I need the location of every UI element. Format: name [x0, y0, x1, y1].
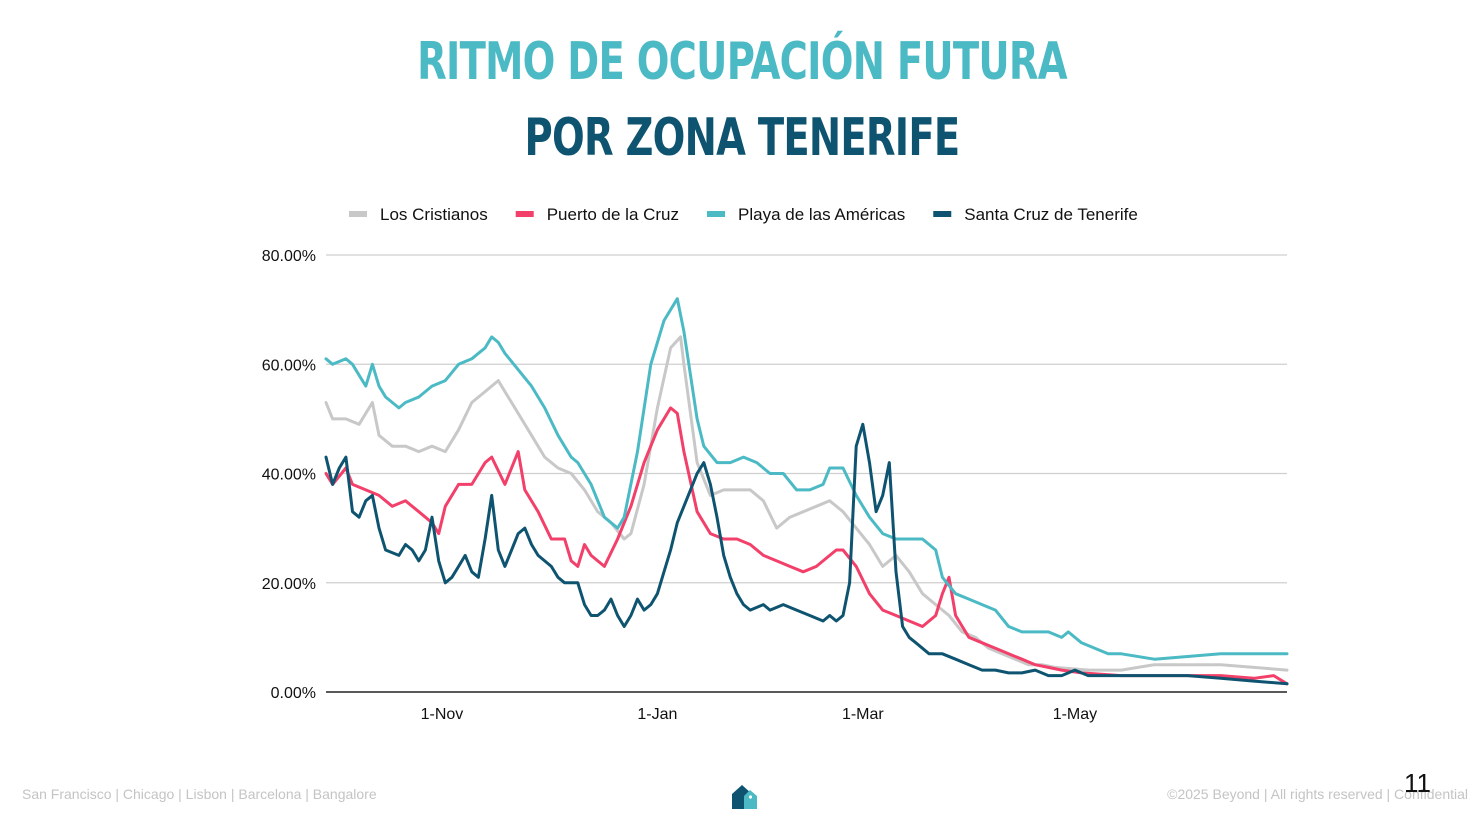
y-tick-label: 80.00%	[262, 248, 316, 265]
y-tick-label: 40.00%	[262, 467, 316, 484]
series-line-playa-de-las-am-ricas	[324, 297, 1289, 661]
footer-locations: San Francisco | Chicago | Lisbon | Barce…	[22, 786, 377, 802]
legend-swatch	[515, 211, 534, 217]
slide-title-line2: por zona Tenerife	[524, 108, 961, 168]
home-tag-logo-icon	[732, 785, 757, 809]
legend-swatch	[707, 211, 726, 217]
legend-label: Los Cristianos	[380, 205, 488, 224]
y-tick-label: 60.00%	[262, 357, 316, 374]
x-tick-label: 1-May	[1053, 706, 1097, 723]
series-line-puerto-de-la-cruz	[324, 406, 1289, 686]
x-tick-label: 1-Jan	[637, 706, 677, 723]
legend-swatch	[933, 211, 952, 217]
x-tick-label: 1-Mar	[842, 706, 884, 723]
y-tick-label: 0.00%	[271, 685, 316, 702]
legend-label: Puerto de la Cruz	[547, 205, 679, 224]
page-number: 11	[1404, 768, 1431, 798]
x-tick-label: 1-Nov	[421, 706, 464, 723]
series-line-los-cristianos	[324, 335, 1289, 672]
legend-label: Santa Cruz de Tenerife	[964, 205, 1138, 224]
y-tick-label: 20.00%	[262, 576, 316, 593]
footer-copyright: ©2025 Beyond | All rights reserved | Con…	[1167, 786, 1468, 802]
legend-swatch	[349, 211, 367, 217]
series-line-santa-cruz-de-tenerife	[324, 422, 1289, 686]
legend-label: Playa de las Américas	[738, 205, 905, 224]
slide-title-line1: Ritmo de ocupación futura	[417, 32, 1067, 92]
